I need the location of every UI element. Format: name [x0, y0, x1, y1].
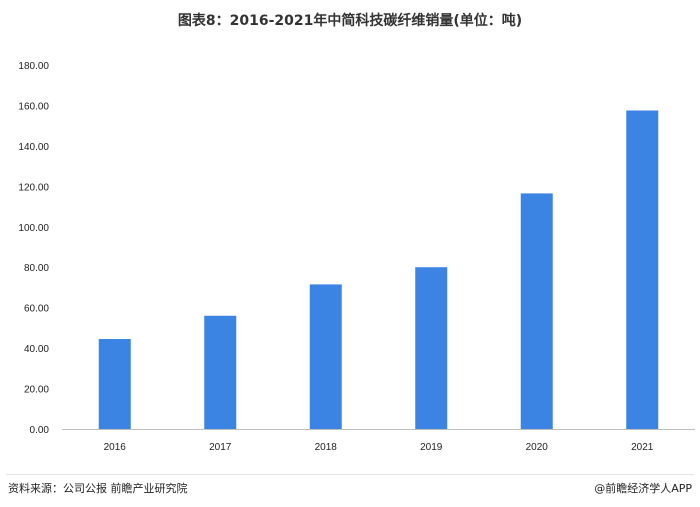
y-tick-label: 20.00 [24, 385, 49, 396]
footer-divider [6, 474, 694, 475]
y-tick-label: 120.00 [18, 182, 49, 193]
y-tick-label: 160.00 [18, 101, 49, 112]
x-tick-label: 2019 [420, 442, 443, 453]
bar-2021 [626, 110, 659, 429]
x-tick-label: 2017 [209, 442, 232, 453]
y-tick-label: 140.00 [18, 142, 49, 153]
y-tick-label: 100.00 [18, 223, 49, 234]
source-note: 资料来源：公司公报 前瞻产业研究院 [8, 482, 188, 495]
x-tick-label: 2020 [526, 442, 549, 453]
bar-2018 [309, 284, 342, 429]
bar-2017 [204, 315, 237, 429]
y-tick-label: 180.00 [18, 61, 49, 72]
y-tick-label: 60.00 [24, 304, 49, 315]
y-tick-label: 40.00 [24, 344, 49, 355]
footer: 资料来源：公司公报 前瞻产业研究院 @前瞻经济学人APP [0, 474, 700, 500]
x-tick-label: 2021 [631, 442, 654, 453]
chart-title: 图表8：2016-2021年中简科技碳纤维销量(单位：吨) [177, 13, 523, 29]
bar-2019 [415, 267, 448, 429]
credit-note: @前瞻经济学人APP [594, 482, 692, 495]
bar-chart: 0.00 20.00 40.00 60.00 80.00 100.00 120.00 140.… [18, 61, 695, 453]
y-tick-label: 80.00 [24, 263, 49, 274]
y-tick-label: 0.00 [30, 425, 50, 436]
x-tick-label: 2016 [104, 442, 127, 453]
bar-2020 [520, 193, 553, 429]
bar-2016 [98, 339, 131, 429]
x-tick-label: 2018 [315, 442, 338, 453]
